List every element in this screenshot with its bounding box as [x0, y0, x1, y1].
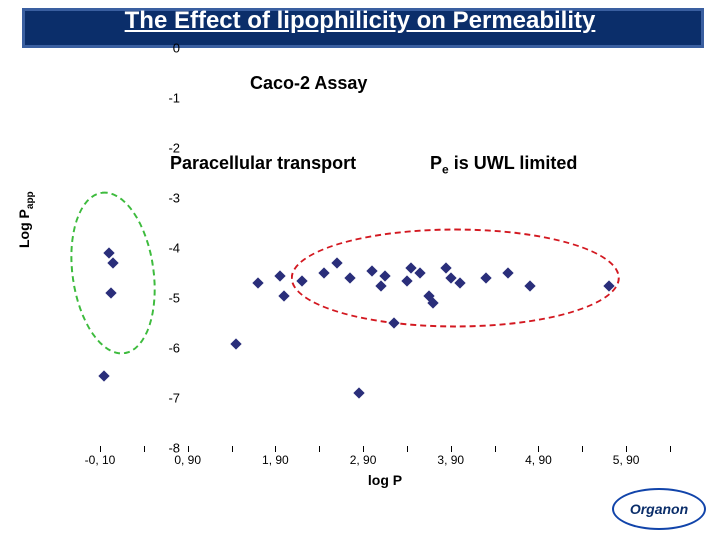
- y-axis-label: Log Papp: [16, 191, 36, 248]
- x-tick-label: 0, 90: [174, 453, 201, 467]
- x-tick-mark: [670, 446, 671, 452]
- x-tick-label: 2, 90: [350, 453, 377, 467]
- x-tick-mark: [144, 446, 145, 452]
- y-tick-label: -3: [140, 191, 180, 206]
- x-tick-mark: [188, 446, 189, 452]
- x-tick-label: 4, 90: [525, 453, 552, 467]
- chart: Caco-2 Assay Paracellular transport Pe i…: [30, 48, 690, 488]
- organon-logo: Organon: [612, 488, 706, 530]
- x-tick-mark: [451, 446, 452, 452]
- data-point: [274, 270, 285, 281]
- logo-text: Organon: [630, 501, 688, 517]
- y-tick-label: 0: [140, 41, 180, 56]
- y-tick-label: -7: [140, 391, 180, 406]
- x-axis-label: log P: [100, 472, 670, 488]
- x-tick-mark: [232, 446, 233, 452]
- x-tick-label: 3, 90: [437, 453, 464, 467]
- x-tick-label: 5, 90: [613, 453, 640, 467]
- x-tick-label: -0, 10: [85, 453, 116, 467]
- x-tick-mark: [582, 446, 583, 452]
- x-tick-label: 1, 90: [262, 453, 289, 467]
- x-tick-mark: [407, 446, 408, 452]
- x-tick-mark: [275, 446, 276, 452]
- x-tick-mark: [100, 446, 101, 452]
- data-point: [278, 290, 289, 301]
- x-tick-mark: [626, 446, 627, 452]
- y-tick-label: -2: [140, 141, 180, 156]
- y-tick-label: -4: [140, 241, 180, 256]
- plot-area: Caco-2 Assay Paracellular transport Pe i…: [100, 48, 670, 448]
- page-title: The Effect of lipophilicity on Permeabil…: [22, 7, 698, 35]
- annotation-uwl-limited: Pe is UWL limited: [430, 153, 577, 177]
- y-tick-label: -6: [140, 341, 180, 356]
- highlight-ellipse: [61, 186, 166, 360]
- x-tick-mark: [363, 446, 364, 452]
- data-point: [230, 338, 241, 349]
- y-tick-label: -1: [140, 91, 180, 106]
- x-tick-mark: [538, 446, 539, 452]
- x-tick-mark: [319, 446, 320, 452]
- chart-subtitle: Caco-2 Assay: [250, 73, 367, 94]
- data-point: [353, 387, 364, 398]
- x-tick-mark: [495, 446, 496, 452]
- data-point: [252, 277, 263, 288]
- y-tick-label: -5: [140, 291, 180, 306]
- annotation-paracellular: Paracellular transport: [170, 153, 356, 174]
- data-point: [99, 370, 110, 381]
- slide: The Effect of lipophilicity on Permeabil…: [0, 0, 720, 540]
